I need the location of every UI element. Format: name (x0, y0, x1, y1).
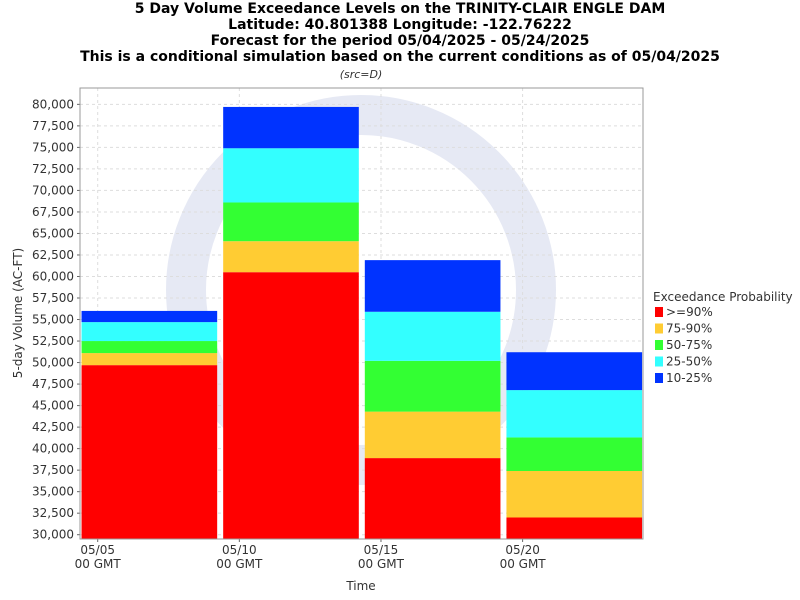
y-tick-label: 75,000 (32, 140, 74, 154)
chart-title: 5 Day Volume Exceedance Levels on the TR… (135, 1, 666, 17)
bar-segment (81, 365, 218, 539)
x-axis-label: Time (345, 579, 375, 593)
y-tick-label: 62,500 (32, 248, 74, 262)
legend-label: 75-90% (666, 322, 712, 336)
y-tick-label: 37,500 (32, 463, 74, 477)
y-tick-label: 77,500 (32, 119, 74, 133)
y-tick-label: 35,000 (32, 485, 74, 499)
legend-label: 25-50% (666, 355, 712, 369)
y-axis-label: 5-day Volume (AC-FT) (11, 248, 25, 378)
bar-segment (81, 353, 218, 366)
bar-segment (81, 310, 218, 323)
y-tick-label: 72,500 (32, 162, 74, 176)
legend-swatch (655, 307, 663, 317)
legend-swatch (655, 356, 663, 367)
bar-segment (81, 322, 218, 342)
bar-segment (223, 272, 359, 539)
legend-swatch (655, 340, 663, 350)
bar-segment (506, 352, 643, 391)
bar-segment (364, 360, 501, 412)
bar-segment (223, 241, 359, 273)
chart-subtitle: (src=D) (340, 68, 383, 81)
bar-segment (506, 471, 643, 518)
bar-segment (81, 341, 218, 354)
y-tick-label: 80,000 (32, 97, 74, 111)
y-tick-label: 65,000 (32, 226, 74, 240)
x-tick-label: 05/05 00 GMT (75, 543, 122, 571)
watermark (166, 95, 556, 485)
y-tick-label: 32,500 (32, 506, 74, 520)
y-tick-label: 52,500 (32, 334, 74, 348)
chart-title: This is a conditional simulation based o… (80, 49, 720, 65)
bar-segment (506, 437, 643, 472)
y-tick-label: 40,000 (32, 442, 74, 456)
plot-area (79, 87, 644, 540)
bar-segment (364, 260, 501, 312)
bar-segment (223, 106, 359, 149)
chart-title: Forecast for the period 05/04/2025 - 05/… (211, 33, 590, 49)
bar-segment (364, 311, 501, 361)
bar-segment (364, 411, 501, 459)
bar-segment (223, 202, 359, 242)
y-tick-label: 67,500 (32, 205, 74, 219)
y-tick-label: 42,500 (32, 420, 74, 434)
legend-label: >=90% (666, 305, 713, 319)
x-tick-label: 05/10 00 GMT (216, 543, 263, 571)
bar-segment (506, 390, 643, 438)
y-tick-label: 70,000 (32, 183, 74, 197)
legend-label: 10-25% (666, 371, 712, 385)
legend-swatch (655, 373, 663, 383)
x-tick-label: 05/15 00 GMT (358, 543, 405, 571)
y-tick-label: 60,000 (32, 269, 74, 283)
bar-segment (364, 458, 501, 539)
y-tick-label: 55,000 (32, 313, 74, 327)
y-tick-label: 47,500 (32, 377, 74, 391)
legend-swatch (655, 323, 663, 334)
legend-label: 50-75% (666, 338, 712, 352)
chart-title: Latitude: 40.801388 Longitude: -122.7622… (228, 17, 572, 33)
y-tick-label: 57,500 (32, 291, 74, 305)
y-tick-label: 45,000 (32, 399, 74, 413)
y-tick-label: 30,000 (32, 528, 74, 542)
y-tick-label: 50,000 (32, 356, 74, 370)
bar-segment (223, 148, 359, 203)
x-tick-label: 05/20 00 GMT (500, 543, 547, 571)
legend-title: Exceedance Probability (653, 290, 793, 304)
bar-segment (506, 517, 643, 539)
